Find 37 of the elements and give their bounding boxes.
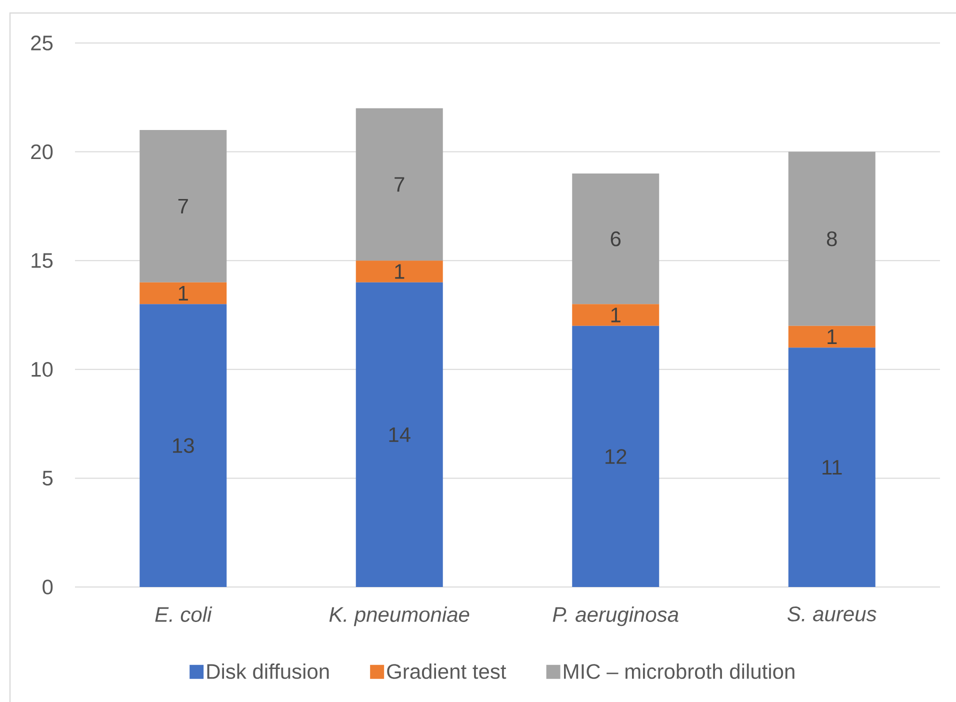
data-label: 7: [178, 198, 188, 214]
x-tick-label: K. pneumoniae: [329, 606, 470, 626]
data-label: 7: [394, 177, 404, 192]
x-tick-label: P. aeruginosa: [552, 606, 678, 626]
legend-label: Disk diffusion: [207, 664, 329, 679]
legend-label: MIC – microbroth dilution: [564, 664, 794, 679]
bar: [140, 282, 227, 304]
x-tick-label: S. aureus: [788, 606, 876, 622]
bar: [356, 260, 443, 282]
data-label: 1: [611, 308, 620, 322]
y-tick-label: 0: [42, 580, 53, 594]
bar: [356, 108, 443, 261]
data-label: 11: [822, 460, 842, 475]
y-tick-label: 15: [32, 253, 53, 268]
y-tick-label: 10: [32, 362, 53, 377]
data-label: 6: [610, 231, 621, 246]
data-label: 1: [395, 264, 404, 279]
bar: [140, 304, 227, 587]
bar: [572, 174, 660, 304]
data-label: 14: [389, 427, 410, 442]
x-tick-label: E. coli: [155, 606, 212, 622]
bar: [572, 304, 660, 326]
y-tick-label: 20: [31, 144, 53, 160]
y-tick-label: 5: [42, 470, 53, 486]
data-label: 1: [178, 286, 188, 300]
bar: [788, 348, 876, 587]
y-tick-label: 25: [31, 36, 53, 50]
bar: [788, 152, 876, 326]
bar: [356, 282, 443, 587]
bar: [140, 130, 227, 282]
data-label: 13: [173, 438, 194, 453]
data-label: 8: [826, 231, 837, 246]
data-label: 12: [606, 449, 626, 464]
bar: [572, 326, 660, 587]
data-label: 1: [828, 330, 837, 344]
bar: [788, 326, 876, 348]
legend-label: Gradient test: [387, 664, 506, 679]
